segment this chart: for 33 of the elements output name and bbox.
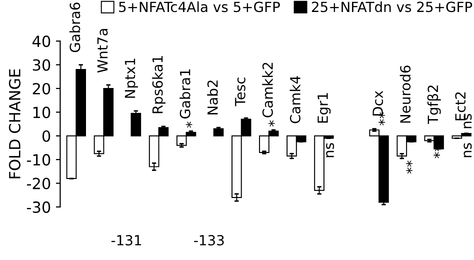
x-tick-label: Nab2: [207, 80, 218, 114]
x-tick-label: Tgfβ2: [427, 86, 441, 124]
legend-label: 25+NFATdn vs 25+GFP: [312, 1, 472, 12]
y-tick-label: -10: [26, 154, 50, 166]
bar: [213, 128, 224, 136]
x-tick-label: Ect2: [455, 92, 466, 120]
annotation: *: [186, 122, 192, 128]
x-tick-label: Tesc: [235, 78, 246, 106]
y-tick-label: 40: [32, 36, 50, 48]
x-tick-label: Wnt7a: [97, 29, 108, 73]
annotation: *: [268, 120, 275, 127]
annotation: **: [406, 160, 412, 174]
x-tick-label: Gabra1: [180, 69, 190, 118]
x-tick-label: Camk4: [290, 76, 300, 124]
x-tick-label: Gabra6: [69, 2, 80, 52]
x-tick-label: Neurod6: [400, 66, 411, 123]
legend-label: 5+NFATc4Ala vs 5+GFP: [119, 1, 280, 12]
annotation: ns: [326, 143, 334, 158]
x-tick-label: Rps6ka1: [152, 56, 166, 114]
bar: [130, 112, 142, 136]
x-tick-label: Camkk2: [262, 62, 273, 118]
text: -131: [111, 234, 142, 246]
x-tick-label: Egr1: [318, 93, 331, 123]
y-tick-label: 0: [42, 130, 50, 142]
y-tick-label: -30: [26, 201, 50, 213]
y-tick-label: -20: [26, 178, 50, 190]
text: -133: [194, 234, 224, 246]
y-tick-label: 10: [33, 106, 50, 118]
x-tick-label: Nptx1: [124, 58, 138, 98]
y-tick-label: 20: [32, 82, 50, 94]
y-axis-title: FOLD CHANGE: [8, 69, 20, 178]
y-tick-label: 30: [32, 59, 50, 71]
annotation: ns: [464, 143, 472, 158]
